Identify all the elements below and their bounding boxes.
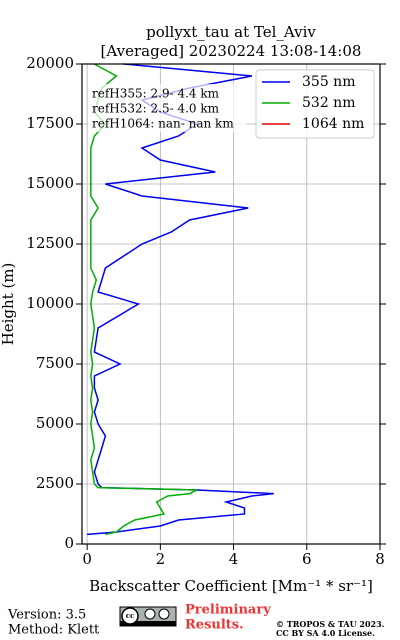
version: Version: 3.5 bbox=[7, 608, 86, 623]
legend-label: 532 nm bbox=[302, 95, 355, 111]
method: Method: Klett bbox=[8, 623, 100, 638]
status: Preliminary bbox=[185, 603, 271, 618]
y-tick-label: 12500 bbox=[26, 234, 74, 252]
chart-title: pollyxt_tau at Tel_Aviv bbox=[146, 23, 316, 41]
annotation: refH355: 2.9- 4.4 km bbox=[92, 87, 220, 101]
data-line bbox=[87, 63, 274, 536]
y-tick-label: 15000 bbox=[26, 174, 74, 192]
y-tick-label: 20000 bbox=[26, 54, 74, 72]
x-tick-label: 2 bbox=[156, 550, 166, 568]
y-tick-label: 10000 bbox=[26, 294, 74, 312]
legend-label: 1064 nm bbox=[302, 116, 364, 132]
copyright: CC BY SA 4.0 License. bbox=[276, 628, 375, 638]
y-axis-label: Height (m) bbox=[0, 263, 17, 346]
x-tick-label: 6 bbox=[302, 550, 312, 568]
status: Results. bbox=[185, 618, 244, 633]
cc-badge: cc bbox=[119, 606, 177, 627]
y-tick-label: 5000 bbox=[36, 414, 74, 432]
x-axis-label: Backscatter Coefficient [Mm⁻¹ * sr⁻¹] bbox=[89, 577, 373, 595]
annotation: refH1064: nan- nan km bbox=[92, 117, 234, 131]
annotation: refH532: 2.5- 4.0 km bbox=[92, 102, 220, 116]
legend-box bbox=[255, 69, 375, 139]
x-tick-label: 8 bbox=[375, 550, 385, 568]
y-tick-label: 2500 bbox=[36, 474, 74, 492]
legend-label: 355 nm bbox=[302, 74, 355, 90]
data-line bbox=[90, 63, 198, 536]
y-tick-label: 0 bbox=[64, 534, 74, 552]
annotation-box bbox=[88, 84, 246, 132]
y-tick-label: 7500 bbox=[36, 354, 74, 372]
x-tick-label: 4 bbox=[229, 550, 239, 568]
x-tick-label: 0 bbox=[82, 550, 92, 568]
copyright: © TROPOS & TAU 2023. bbox=[276, 619, 385, 629]
svg-text:cc: cc bbox=[126, 611, 135, 620]
y-tick-label: 17500 bbox=[26, 114, 74, 132]
chart-title: [Averaged] 20230224 13:08-14:08 bbox=[101, 42, 362, 60]
plot-frame bbox=[81, 63, 381, 545]
